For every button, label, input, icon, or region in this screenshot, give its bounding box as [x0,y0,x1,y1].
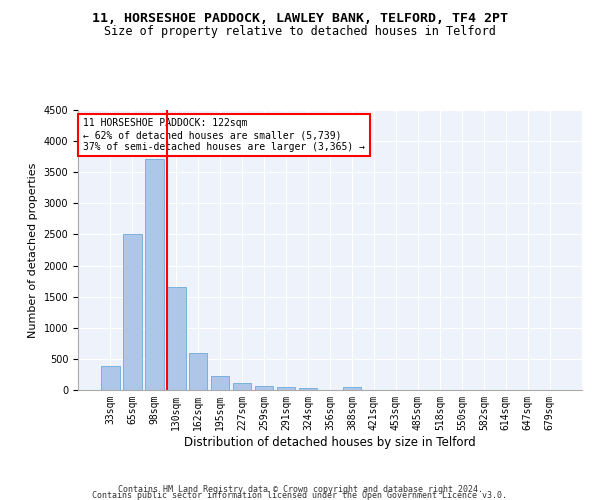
Bar [167,288,185,390]
Bar [255,386,274,390]
Bar [211,376,229,390]
Bar [277,386,295,390]
Text: 11, HORSESHOE PADDOCK, LAWLEY BANK, TELFORD, TF4 2PT: 11, HORSESHOE PADDOCK, LAWLEY BANK, TELF… [92,12,508,26]
Text: Contains HM Land Registry data © Crown copyright and database right 2024.: Contains HM Land Registry data © Crown c… [118,484,482,494]
Bar [101,366,119,390]
Bar [233,384,251,390]
Y-axis label: Number of detached properties: Number of detached properties [28,162,38,338]
X-axis label: Distribution of detached houses by size in Telford: Distribution of detached houses by size … [184,436,476,448]
Bar [189,354,208,390]
Text: 11 HORSESHOE PADDOCK: 122sqm
← 62% of detached houses are smaller (5,739)
37% of: 11 HORSESHOE PADDOCK: 122sqm ← 62% of de… [83,118,365,152]
Text: Size of property relative to detached houses in Telford: Size of property relative to detached ho… [104,25,496,38]
Bar [145,158,164,390]
Text: Contains public sector information licensed under the Open Government Licence v3: Contains public sector information licen… [92,490,508,500]
Bar [299,388,317,390]
Bar [123,234,142,390]
Bar [343,387,361,390]
